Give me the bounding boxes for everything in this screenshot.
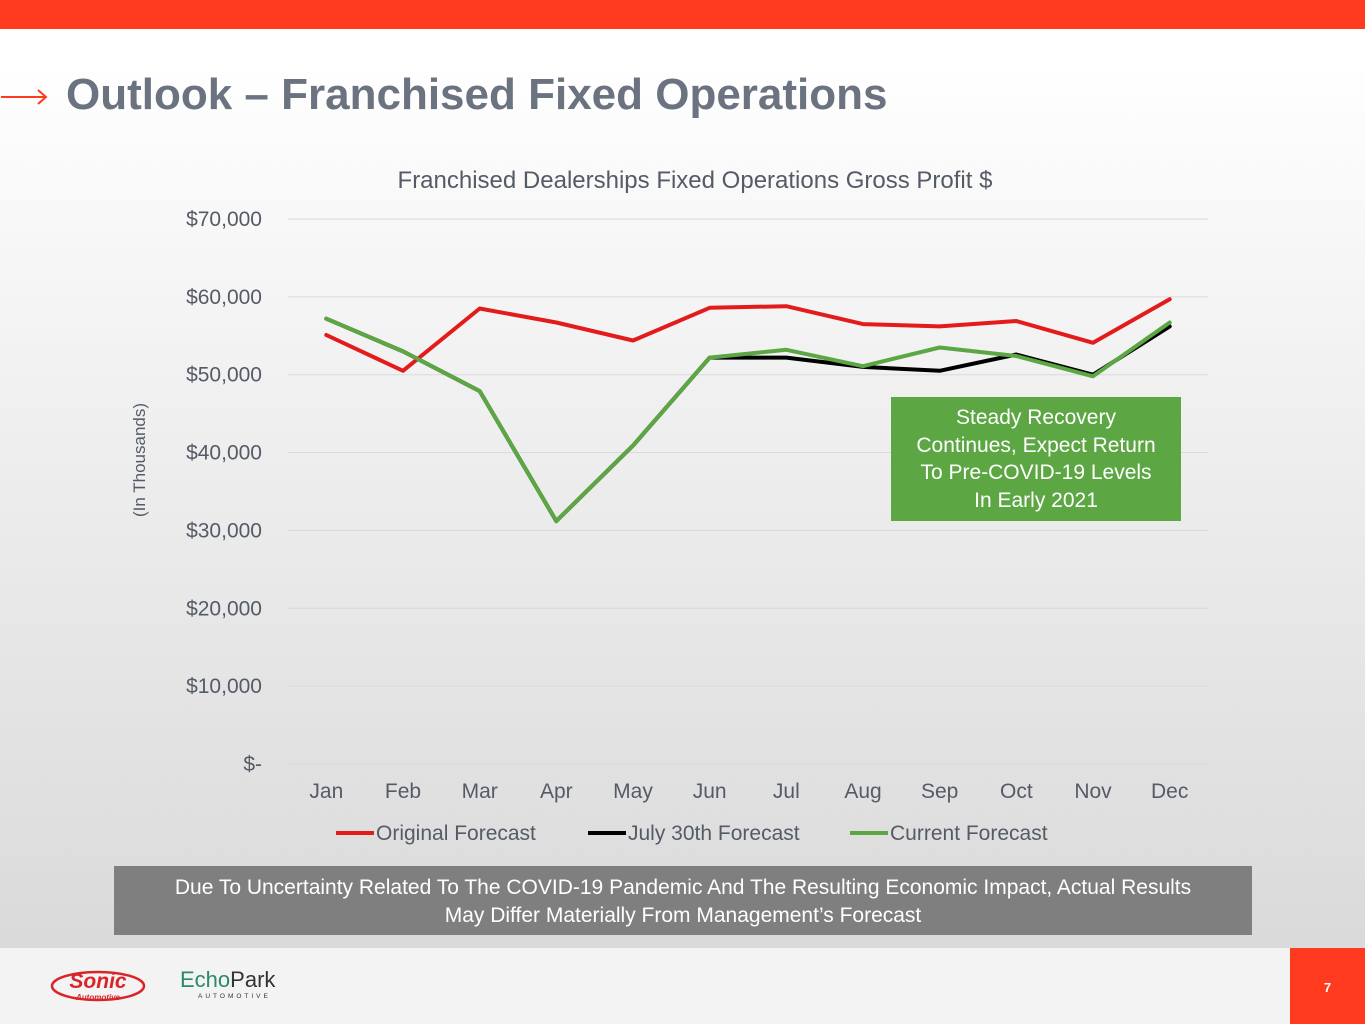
- y-tick-label: $60,000: [186, 286, 262, 309]
- echopark-logo-park: Park: [230, 967, 276, 992]
- slide-title: Outlook – Franchised Fixed Operations: [66, 70, 888, 119]
- top-accent-bar: [0, 0, 1365, 29]
- series-line-current-forecast: [324, 316, 1172, 524]
- x-axis-ticks: Jan Feb Mar Apr May Jun Jul Aug Sep Oct Nov Dec: [309, 780, 1188, 803]
- y-tick-label: $40,000: [186, 442, 262, 465]
- x-tick-label: Feb: [385, 780, 421, 803]
- x-tick-label: Jul: [773, 780, 800, 803]
- y-tick-label: $10,000: [186, 675, 262, 698]
- x-tick-label: Apr: [540, 780, 573, 803]
- x-tick-label: Jun: [693, 780, 727, 803]
- y-axis-ticks: $- $10,000 $20,000 $30,000 $40,000 $50,000 $60…: [186, 208, 262, 776]
- x-tick-label: Aug: [844, 780, 881, 803]
- title-arrow-icon: [1, 89, 48, 105]
- legend-label: Current Forecast: [890, 822, 1048, 845]
- footer: [0, 948, 1365, 1024]
- sonic-logo-sub: Automotive: [75, 993, 121, 1002]
- x-tick-label: May: [613, 780, 653, 803]
- echopark-logo-sub: AUTOMOTIVE: [198, 993, 271, 1000]
- x-tick-label: Dec: [1151, 780, 1188, 803]
- y-tick-label: $70,000: [186, 208, 262, 231]
- callout-line: Steady Recovery: [956, 406, 1116, 429]
- y-tick-label: $30,000: [186, 519, 262, 542]
- line-chart: Franchised Dealerships Fixed Operations …: [130, 167, 1208, 845]
- callout-line: To Pre-COVID-19 Levels: [920, 461, 1152, 484]
- callout-line: Continues, Expect Return: [916, 433, 1156, 457]
- x-tick-label: Oct: [1000, 780, 1033, 803]
- chart-gridlines: [288, 218, 1208, 765]
- legend-label: Original Forecast: [376, 822, 536, 845]
- y-tick-label: $50,000: [186, 364, 262, 387]
- echopark-automotive-logo: EchoPark AUTOMOTIVE: [180, 968, 280, 1004]
- callout-line: In Early 2021: [974, 488, 1098, 512]
- y-tick-label: $-: [243, 753, 262, 776]
- chart-legend: Original Forecast July 30th Forecast Curre…: [336, 822, 1048, 845]
- y-axis-label: (In Thousands): [130, 403, 149, 517]
- x-tick-label: Mar: [462, 780, 498, 803]
- series-line-original-forecast: [324, 297, 1172, 373]
- disclaimer-banner: Due To Uncertainty Related To The COVID-…: [114, 866, 1252, 935]
- legend-label: July 30th Forecast: [628, 822, 800, 845]
- x-tick-label: Sep: [921, 780, 958, 803]
- page-number: 7: [1290, 948, 1365, 1024]
- disclaimer-line: May Differ Materially From Management’s …: [444, 903, 922, 927]
- y-tick-label: $20,000: [186, 597, 262, 620]
- chart-series: [324, 297, 1172, 524]
- sonic-automotive-logo: Sonic Automotive: [50, 970, 146, 1002]
- x-tick-label: Nov: [1074, 780, 1112, 803]
- recovery-callout: Steady Recovery Continues, Expect Return…: [891, 397, 1181, 521]
- sonic-logo-word: Sonic: [69, 970, 126, 993]
- chart-title: Franchised Dealerships Fixed Operations …: [398, 167, 993, 194]
- echopark-logo-echo: Echo: [180, 967, 231, 992]
- disclaimer-line: Due To Uncertainty Related To The COVID-…: [174, 876, 1192, 899]
- x-tick-label: Jan: [309, 780, 343, 803]
